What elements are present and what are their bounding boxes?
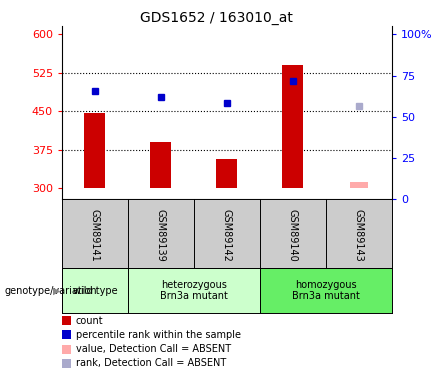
Text: count: count	[76, 316, 103, 326]
Text: GSM89139: GSM89139	[156, 209, 166, 262]
Bar	[62, 268, 128, 313]
Text: wild type: wild type	[73, 286, 117, 296]
Bar	[349, 182, 368, 189]
Text: GDS1652 / 163010_at: GDS1652 / 163010_at	[140, 11, 293, 25]
Bar	[282, 65, 304, 189]
Text: percentile rank within the sample: percentile rank within the sample	[76, 330, 241, 340]
Bar	[150, 142, 171, 189]
Bar	[128, 268, 260, 313]
Text: GSM89142: GSM89142	[222, 209, 232, 262]
Text: homozygous
Brn3a mutant: homozygous Brn3a mutant	[292, 280, 360, 302]
Text: value, Detection Call = ABSENT: value, Detection Call = ABSENT	[76, 344, 231, 354]
Text: heterozygous
Brn3a mutant: heterozygous Brn3a mutant	[160, 280, 228, 302]
Text: rank, Detection Call = ABSENT: rank, Detection Call = ABSENT	[76, 358, 226, 368]
Text: GSM89141: GSM89141	[90, 209, 100, 262]
Text: GSM89143: GSM89143	[354, 209, 364, 262]
Text: GSM89140: GSM89140	[288, 209, 298, 262]
Text: genotype/variation: genotype/variation	[4, 286, 97, 296]
Bar	[260, 268, 392, 313]
Bar	[84, 113, 106, 189]
Text: ▶: ▶	[53, 286, 61, 296]
Bar	[216, 159, 237, 189]
